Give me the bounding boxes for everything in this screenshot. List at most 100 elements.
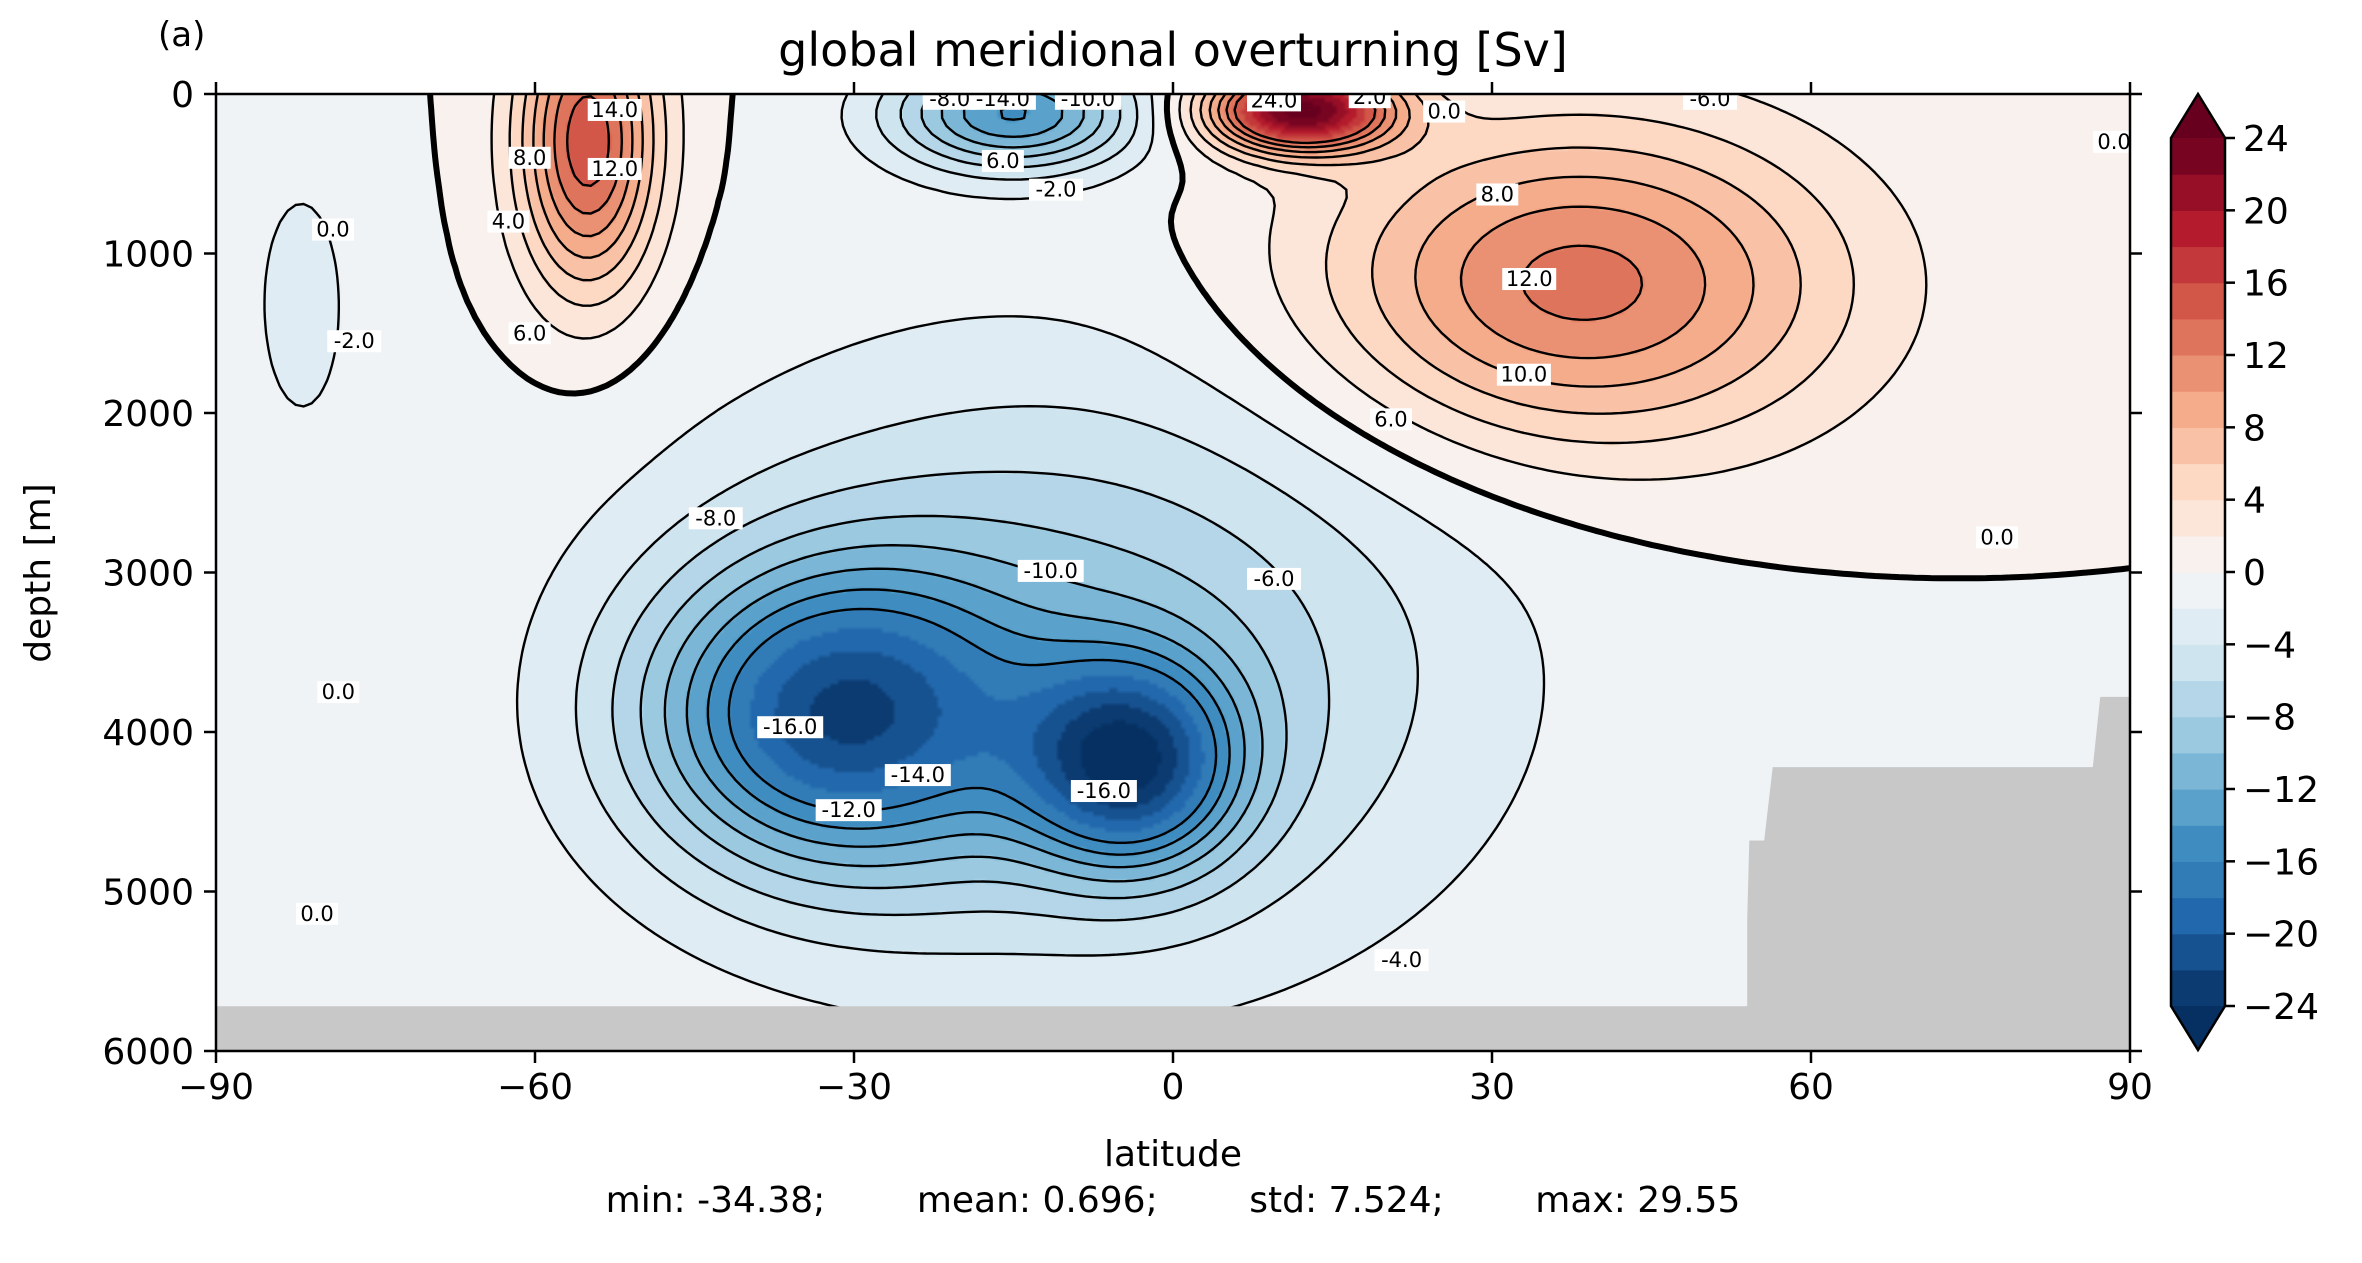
- colorbar-extend-max: [2171, 94, 2225, 138]
- contour-label: 8.0: [1481, 182, 1514, 206]
- contour-label: -10.0: [1024, 559, 1078, 583]
- colorbar: 24 20 16 12 8 4 0 −4 −8 −12 −16 −20 −24: [2169, 91, 2319, 1053]
- x-tick-label: −60: [497, 1067, 573, 1108]
- colorbar-segment: [2171, 716, 2225, 754]
- colorbar-segment: [2171, 644, 2225, 682]
- contour-label-background: [1029, 178, 1084, 201]
- x-tick-label: 0: [1162, 1067, 1185, 1108]
- contour-line: [532, 94, 1755, 388]
- y-axis-label: depth [m]: [18, 483, 59, 662]
- colorbar-extend-min: [2171, 1006, 2225, 1050]
- contour-label-background: [1476, 183, 1519, 206]
- contour-label-background: [1369, 408, 1412, 431]
- contour-label: 0.0: [1427, 100, 1460, 124]
- colorbar-segment: [2171, 463, 2225, 501]
- x-tick-label: 30: [1469, 1067, 1515, 1108]
- contour-line: [521, 94, 1802, 415]
- colorbar-segment: [2171, 825, 2225, 862]
- colorbar-segment: [2171, 174, 2225, 211]
- contour-label-background: [969, 94, 1036, 110]
- colorbar-segment: [2171, 499, 2225, 537]
- colorbar-tick-label: 20: [2243, 191, 2289, 232]
- contour-label: 6.0: [513, 321, 546, 345]
- colorbar-segment: [2171, 572, 2225, 609]
- colorbar-tick-label: −4: [2243, 625, 2296, 666]
- contour-line: [427, 94, 2130, 582]
- contour-label: 0.0: [300, 902, 333, 926]
- colorbar-tick-label: 12: [2243, 336, 2289, 377]
- contour-label: -14.0: [891, 763, 945, 787]
- colorbar-segment: [2171, 138, 2225, 175]
- contour-label-background: [1976, 526, 2019, 549]
- contour-label: -16.0: [763, 715, 817, 739]
- contour-label-background: [688, 507, 743, 530]
- colorbar-segment: [2171, 318, 2225, 356]
- y-tick-label: 2000: [102, 394, 194, 435]
- y-tick-label: 6000: [102, 1032, 194, 1073]
- contour-label: 6.0: [1374, 407, 1407, 431]
- contour-label: -6.0: [1254, 567, 1295, 591]
- colorbar-segments: [2171, 94, 2225, 1050]
- contour-label-background: [1502, 268, 1557, 291]
- y-tick-label: 5000: [102, 873, 194, 914]
- colorbar-tick-label: 8: [2243, 408, 2266, 449]
- contour-label-background: [2093, 130, 2130, 153]
- colorbar-segment: [2171, 535, 2225, 573]
- contour-line: [263, 94, 1546, 1032]
- contour-label-background: [1496, 363, 1551, 386]
- contour-label-background: [587, 157, 642, 180]
- x-tick-label: 60: [1788, 1067, 1834, 1108]
- contour-line: [574, 94, 1419, 957]
- colorbar-segment: [2171, 861, 2225, 899]
- land-mask: [216, 696, 2130, 1051]
- colorbar-tick-label: 24: [2243, 119, 2289, 160]
- contour-label-background: [1682, 94, 1737, 110]
- colorbar-segment: [2171, 427, 2225, 465]
- contour-label-background: [1374, 949, 1429, 972]
- colorbar-tick-label: −16: [2243, 842, 2319, 883]
- colorbar-segment: [2171, 210, 2225, 248]
- contour-label: 12.0: [591, 157, 638, 181]
- contour-line: [542, 94, 1707, 360]
- contour-label: 8.0: [513, 146, 546, 170]
- contour-label: -2.0: [334, 329, 375, 353]
- y-tick-label: 0: [171, 75, 194, 116]
- colorbar-tick-label: 0: [2243, 553, 2266, 594]
- colorbar-tick-label: −24: [2243, 987, 2319, 1028]
- contour-lines: [263, 94, 2130, 1032]
- y-axis: 0 1000 2000 3000 4000 5000 6000: [102, 75, 2142, 1073]
- contour-label: -8.0: [929, 87, 970, 111]
- contour-label: 0.0: [2097, 130, 2130, 154]
- contour-label-background: [757, 716, 824, 739]
- colorbar-ticks: 24 20 16 12 8 4 0 −4 −8 −12 −16 −20 −24: [2225, 119, 2319, 1028]
- x-axis: −90 −60 −30 0 30 60 90: [178, 82, 2153, 1108]
- contour-labels: 14.012.08.04.06.00.0-2.00.00.0-8.0 -14.0-…: [296, 87, 2130, 972]
- colorbar-segment: [2171, 391, 2225, 428]
- contour-label: -2.0: [1036, 178, 1077, 202]
- contour-label: 6.0: [986, 149, 1019, 173]
- colorbar-segment: [2171, 752, 2225, 790]
- contour-label: -12.0: [822, 798, 876, 822]
- x-tick-label: −90: [178, 1067, 254, 1108]
- colorbar-segment: [2171, 355, 2225, 392]
- contour-label: -4.0: [1381, 948, 1422, 972]
- contour-label: -14.0: [976, 87, 1030, 111]
- contour-label-background: [508, 322, 551, 345]
- contour-label-background: [1247, 94, 1302, 112]
- x-tick-label: 90: [2107, 1067, 2153, 1108]
- contour-label: 14.0: [591, 98, 638, 122]
- contour-label-background: [587, 98, 642, 121]
- contour-label-background: [1423, 100, 1466, 123]
- contour-label-background: [1054, 94, 1121, 110]
- contour-label: 0.0: [1980, 525, 2013, 549]
- colorbar-tick-label: −8: [2243, 698, 2296, 739]
- y-tick-label: 4000: [102, 713, 194, 754]
- contour-label-background: [1348, 94, 1391, 109]
- y-tick-label: 1000: [102, 235, 194, 276]
- contour-label-background: [487, 210, 530, 233]
- contour-label: 12.0: [1506, 267, 1553, 291]
- contour-label: 0.0: [316, 218, 349, 242]
- contour-label-background: [327, 330, 382, 353]
- contour-label-background: [1070, 780, 1137, 803]
- colorbar-segment: [2171, 282, 2225, 320]
